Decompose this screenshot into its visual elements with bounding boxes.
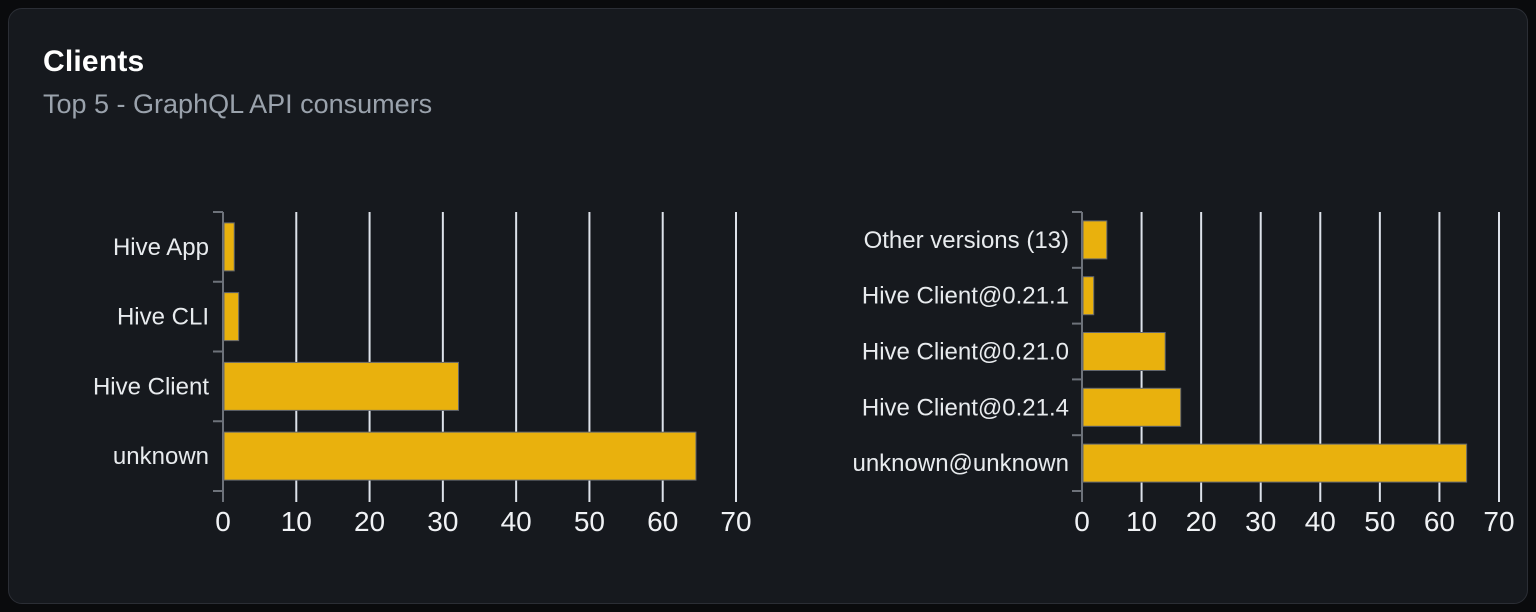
clients-panel-card: Clients Top 5 - GraphQL API consumers Hi… (8, 8, 1528, 604)
axis-value-label: 30 (427, 506, 458, 537)
category-label: Hive App (113, 234, 209, 261)
category-label: Hive Client (93, 373, 209, 400)
bar[interactable] (223, 431, 697, 481)
bar[interactable] (1082, 387, 1182, 427)
panel-subtitle: Top 5 - GraphQL API consumers (43, 89, 433, 119)
axis-value-label: 50 (574, 506, 605, 537)
category-label: Hive Client@0.21.4 (862, 394, 1069, 421)
bar[interactable] (1082, 443, 1468, 483)
axis-value-label: 20 (1186, 506, 1217, 537)
bar[interactable] (1082, 332, 1166, 371)
charts-area: Hive App Hive CLI Hive Client unknown 0 10 20 3… (9, 171, 1527, 571)
bar-chart-svg: Other versions (13) Hive Client@0.21.1 Hiv… (852, 211, 1515, 537)
bar[interactable] (1082, 276, 1095, 316)
bar[interactable] (1082, 220, 1108, 260)
category-label: Hive CLI (117, 304, 209, 331)
axis-value-label: 70 (1483, 506, 1514, 537)
axis-value-label: 70 (720, 506, 751, 537)
panel-title: Clients (43, 45, 145, 78)
axis-value-label: 60 (647, 506, 678, 537)
bar[interactable] (223, 222, 235, 272)
axis-value-label: 10 (1126, 506, 1157, 537)
category-label: Other versions (13) (864, 227, 1069, 254)
axis-value-label: 60 (1424, 506, 1455, 537)
bar-chart-svg: Hive App Hive CLI Hive Client unknown 0 10 20 3… (93, 211, 752, 537)
category-label: unknown@unknown (852, 450, 1069, 477)
category-label: Hive Client@0.21.1 (862, 283, 1069, 310)
clients-by-version-chart: Other versions (13) Hive Client@0.21.1 Hiv… (781, 171, 1536, 561)
axis-value-label: 20 (354, 506, 385, 537)
axis-value-label: 50 (1364, 506, 1395, 537)
axis-value-label: 40 (501, 506, 532, 537)
bar[interactable] (223, 292, 240, 342)
category-label: unknown (113, 443, 209, 470)
axis-value-label: 30 (1245, 506, 1276, 537)
clients-by-name-chart: Hive App Hive CLI Hive Client unknown 0 10 20 3… (9, 171, 789, 561)
axis-value-label: 10 (281, 506, 312, 537)
category-label: Hive Client@0.21.0 (862, 339, 1069, 366)
panel-header: Clients Top 5 - GraphQL API consumers (43, 45, 432, 120)
bar[interactable] (223, 361, 460, 411)
axis-value-label: 40 (1305, 506, 1336, 537)
axis-value-label: 0 (215, 506, 231, 537)
axis-value-label: 0 (1074, 506, 1090, 537)
